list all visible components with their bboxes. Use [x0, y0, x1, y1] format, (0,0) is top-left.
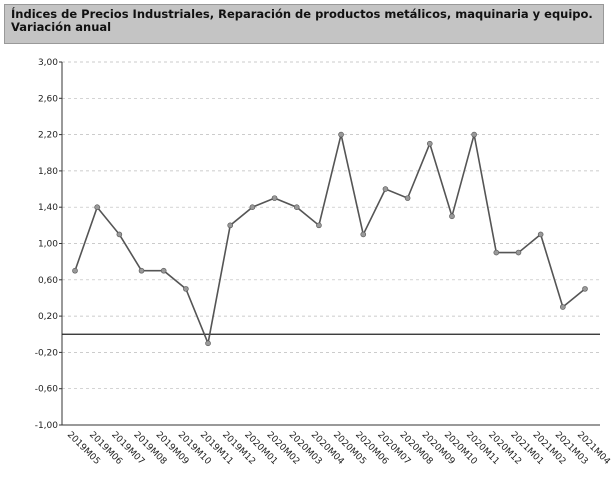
- y-tick-label: 0,60: [38, 276, 58, 286]
- data-point: [160, 267, 167, 274]
- y-tick-label: 1,40: [38, 203, 58, 213]
- y-tick-label: 2,20: [38, 131, 58, 141]
- data-point: [404, 195, 411, 201]
- data-point: [360, 231, 367, 238]
- data-point: [560, 304, 566, 310]
- data-point: [138, 267, 145, 274]
- y-tick-label: 1,80: [38, 167, 58, 177]
- y-tick-label: 3,00: [38, 58, 58, 68]
- data-point: [582, 286, 588, 292]
- data-point: [493, 249, 500, 256]
- data-point: [249, 204, 256, 210]
- data-point: [515, 249, 522, 256]
- chart-title: Índices de Precios Industriales, Reparac…: [4, 4, 604, 44]
- data-line: [74, 134, 586, 347]
- data-point: [537, 231, 544, 238]
- data-point: [293, 204, 300, 210]
- data-point: [72, 267, 78, 274]
- data-point: [426, 140, 433, 147]
- data-point: [449, 213, 455, 220]
- data-point: [338, 131, 344, 138]
- data-point: [205, 340, 211, 347]
- data-point: [271, 195, 278, 201]
- y-tick-label: -1,00: [35, 421, 59, 431]
- data-point: [471, 131, 477, 138]
- data-point: [316, 222, 322, 229]
- y-tick-label: -0,60: [35, 385, 59, 395]
- y-tick-label: -0,20: [35, 348, 59, 358]
- data-point: [183, 286, 189, 292]
- data-point: [382, 186, 389, 192]
- y-tick-label: 1,00: [38, 240, 58, 250]
- y-tick-label: 2,60: [38, 94, 58, 104]
- data-point: [116, 231, 123, 238]
- data-point: [94, 204, 100, 210]
- data-point: [227, 222, 234, 229]
- y-tick-label: 0,20: [38, 312, 58, 322]
